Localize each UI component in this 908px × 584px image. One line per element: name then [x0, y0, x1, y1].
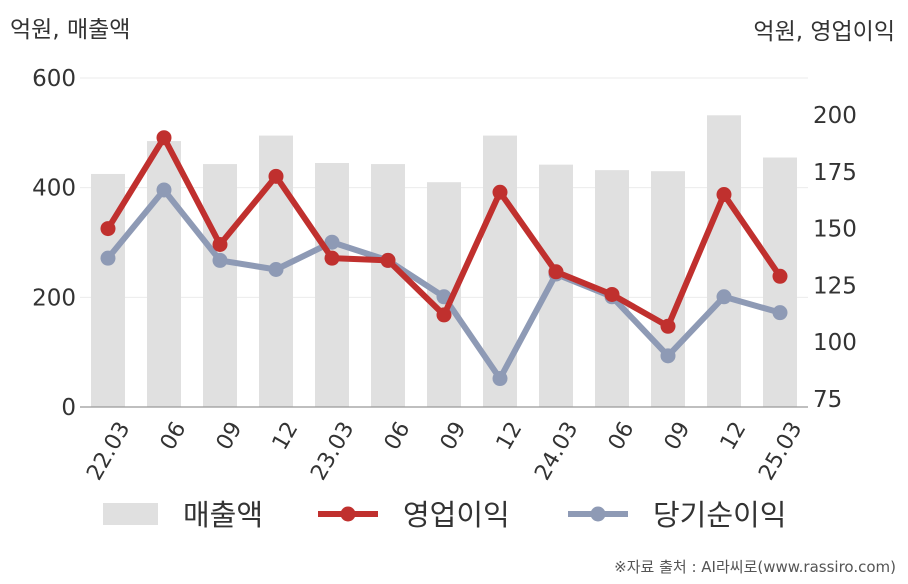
- series-point: [268, 261, 284, 277]
- right-tick-label: 175: [813, 160, 857, 186]
- series-point: [604, 286, 620, 302]
- source-credit: ※자료 출처 : AI라씨로(www.rassiro.com): [614, 558, 896, 576]
- bar: [371, 164, 405, 407]
- series-point: [156, 130, 172, 146]
- series-point: [772, 268, 788, 284]
- series-point: [212, 252, 228, 268]
- left-tick-label: 200: [32, 285, 76, 311]
- series-point: [380, 252, 396, 268]
- series-point: [212, 237, 228, 253]
- x-tick-label: 09: [212, 418, 248, 455]
- right-tick-label: 150: [813, 217, 857, 243]
- left-tick-label: 400: [32, 176, 76, 202]
- legend-marker: [340, 506, 356, 522]
- series-point: [100, 250, 116, 266]
- series-point: [436, 307, 452, 323]
- series-point: [548, 264, 564, 280]
- x-tick-label: 25.03: [754, 418, 807, 485]
- right-tick-label: 75: [813, 387, 842, 413]
- legend-swatch: [103, 503, 158, 525]
- series-point: [772, 305, 788, 321]
- x-tick-label: 06: [604, 418, 640, 455]
- x-tick-label: 09: [436, 418, 472, 455]
- bar: [707, 115, 741, 407]
- x-tick-label: 23.03: [306, 418, 359, 485]
- series-point: [492, 184, 508, 200]
- bar: [651, 171, 685, 407]
- left-axis-label: 억원, 매출액: [10, 17, 130, 43]
- right-tick-label: 125: [813, 273, 857, 299]
- bar: [147, 141, 181, 407]
- left-tick-label: 600: [32, 66, 76, 92]
- left-tick-label: 0: [61, 395, 76, 421]
- series-point: [268, 168, 284, 184]
- series-point: [660, 348, 676, 364]
- x-tick-label: 06: [156, 418, 192, 455]
- series-point: [324, 250, 340, 266]
- bar: [315, 162, 349, 407]
- series-point: [156, 182, 172, 198]
- x-tick-label: 12: [268, 418, 304, 455]
- x-tick-label: 22.03: [82, 418, 135, 485]
- bar: [539, 164, 573, 407]
- bar: [203, 164, 237, 407]
- x-tick-label: 09: [660, 418, 696, 455]
- series-point: [492, 371, 508, 387]
- series-point: [100, 221, 116, 237]
- series-point: [660, 318, 676, 334]
- series-point: [324, 234, 340, 250]
- legend: 매출액 영업이익 당기순이익: [103, 498, 786, 532]
- line-series: [100, 130, 788, 387]
- legend-marker: [590, 506, 606, 522]
- legend-label: 영업이익: [403, 498, 510, 532]
- right-tick-label: 200: [813, 103, 857, 129]
- x-tick-label: 06: [380, 418, 416, 455]
- right-axis-label: 억원, 영업이익: [753, 19, 895, 45]
- bar-series: [91, 115, 797, 407]
- x-tick-label: 12: [716, 418, 752, 455]
- right-tick-label: 100: [813, 330, 857, 356]
- series-point: [716, 187, 732, 203]
- legend-label: 매출액: [183, 498, 263, 532]
- legend-label: 당기순이익: [653, 498, 786, 532]
- x-tick-label: 12: [492, 418, 528, 455]
- x-tick-label: 24.03: [530, 418, 583, 485]
- series-point: [716, 289, 732, 305]
